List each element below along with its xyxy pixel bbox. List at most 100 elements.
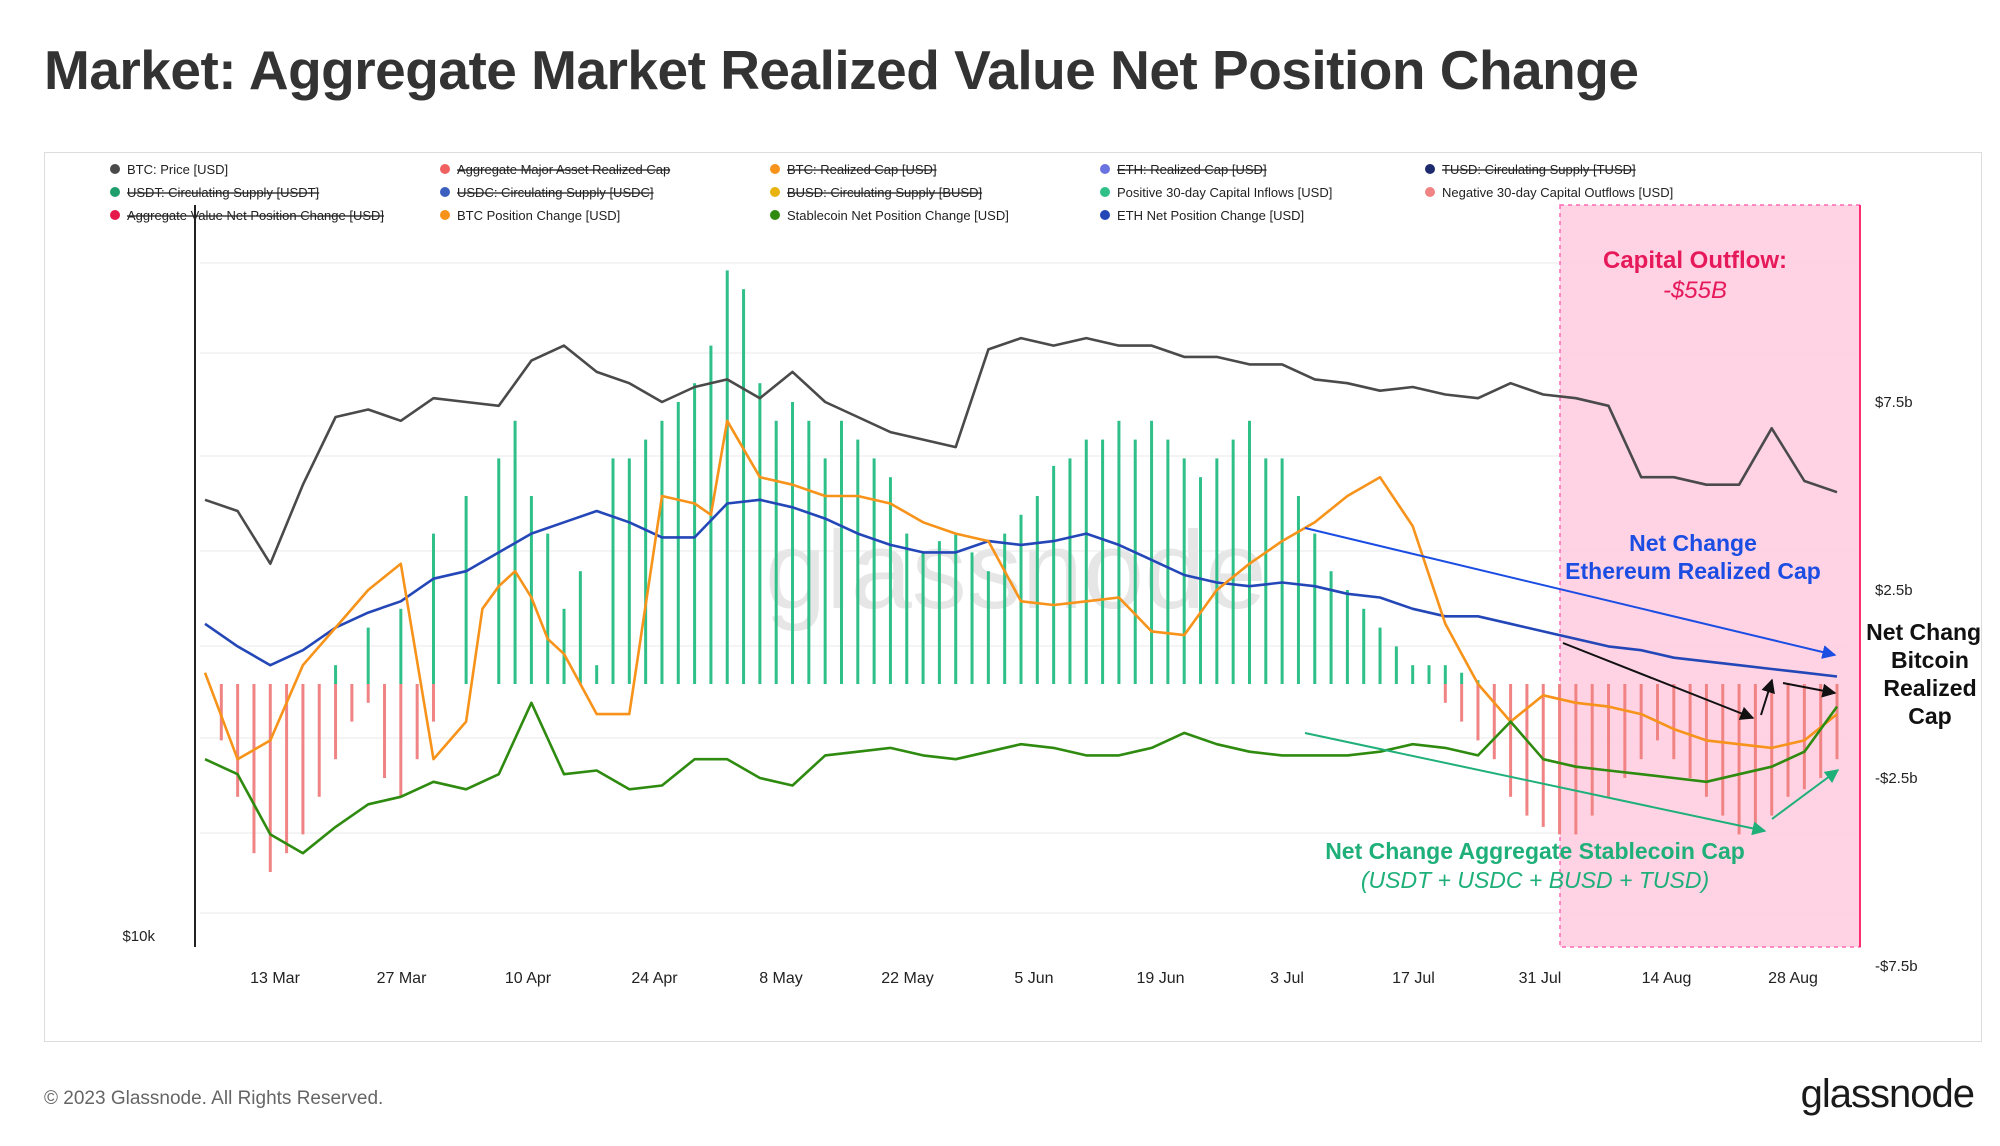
legend-label: Negative 30-day Capital Outflows [USD] [1442,185,1673,200]
outflow-bar [1509,684,1513,797]
outflow-bar [1786,684,1790,797]
axes-group: $10k $7.5b $2.5b -$2.5b -$7.5b 13 Mar 27 Mar 10… [122,205,1918,987]
inflow-bar [1394,646,1398,684]
inflow-bar [742,289,746,684]
outflow-bar [1655,684,1659,741]
outflow-bar [1721,684,1725,816]
outflow-bar [366,684,370,703]
inflow-bar [986,571,990,684]
inflow-bar [1101,439,1105,684]
x-tick-label: 31 Jul [1519,970,1562,987]
eth-net-position-line [204,498,1838,678]
legend-dot [440,187,450,197]
inflow-bar [823,458,827,684]
legend-dot [110,164,120,174]
outflow-bar [1476,684,1480,741]
legend-dot [1100,210,1110,220]
inflow-bar [431,533,435,684]
page-title: Market: Aggregate Market Realized Value … [44,39,1639,101]
inflow-bar [1460,672,1464,684]
legend-label: USDT: Circulating Supply [USDT] [127,185,319,200]
inflow-bar [758,383,762,684]
inflow-bar [807,420,811,684]
inflow-bar [693,383,697,684]
legend-dot [440,164,450,174]
y-right-tick-label: $2.5b [1875,582,1913,599]
inflow-bar [1150,420,1154,684]
inflow-bar [839,420,843,684]
inflow-bar [905,533,909,684]
legend-label: ETH Net Position Change [USD] [1117,208,1304,223]
outflow-bar [1802,684,1806,790]
stablecoin-net-position-line [204,701,1839,855]
inflow-bar [1443,665,1447,684]
inflow-bar [1329,571,1333,684]
legend-dot [110,210,120,220]
inflow-bar [1199,477,1203,684]
y-right-tick-label: $7.5b [1875,394,1913,411]
inflow-bar [611,458,615,684]
outflow-bar [268,684,272,872]
outflow-bar [236,684,240,797]
y-right-tick-label: -$2.5b [1875,770,1918,787]
legend-dot [110,187,120,197]
outflow-bar [252,684,256,854]
brand-logo: glassnode [1800,1072,1975,1116]
x-tick-label: 24 Apr [631,970,678,987]
inflow-bar [1427,665,1431,684]
outflow-bar [1835,684,1839,760]
inflow-bar [1068,458,1072,684]
legend-label: BTC: Realized Cap [USD] [787,162,937,177]
inflow-bar [578,571,582,684]
legend-label: Aggregate Value Net Position Change [USD… [127,208,384,223]
x-tick-label: 8 May [759,970,803,987]
inflow-bar [334,665,338,684]
inflow-bar [1231,439,1235,684]
inflow-bar [1035,496,1039,684]
y-left-label: $10k [122,928,155,945]
inflow-bar [1378,627,1382,684]
outflow-bar [317,684,321,797]
inflow-bar [1411,665,1415,684]
inflow-bar [1133,439,1137,684]
inflow-bar [1313,533,1317,684]
inflow-bar [888,477,892,684]
inflow-bar [954,533,958,684]
outflow-bar [1492,684,1496,760]
inflow-bar [1215,458,1219,684]
legend-label: TUSD: Circulating Supply [TUSD] [1442,162,1636,177]
inflow-bar [1296,496,1300,684]
outflow-bar [1460,684,1464,722]
inflow-bar [562,608,566,684]
inflow-bar [856,439,860,684]
outflow-highlight-rect [1559,204,1861,948]
outflow-bar [1607,684,1611,797]
outflow-title: Capital Outflow: [1603,247,1787,274]
outflow-bar [1737,684,1741,835]
btc-position-line [203,419,1838,761]
legend-label: BUSD: Circulating Supply [BUSD] [787,185,982,200]
legend: BTC: Price [USD] Aggregate Major Asset Re… [110,162,1673,223]
btc-price-line [204,336,1838,566]
x-tick-label: 3 Jul [1270,970,1304,987]
inflow-bar [1182,458,1186,684]
legend-dot [1425,187,1435,197]
legend-dot [770,210,780,220]
outflow-bar [350,684,354,722]
outflow-value: -$55B [1663,277,1727,304]
btc-trend-arrow-1 [1562,642,1755,720]
legend-dot [1100,164,1110,174]
inflow-bar [1264,458,1268,684]
legend-dot [770,164,780,174]
x-tick-label: 14 Aug [1642,970,1692,987]
x-tick-label: 13 Mar [250,970,300,987]
btc-trend-arrow-3 [1782,682,1837,698]
stable-trend-arrow-1 [1304,732,1767,836]
inflow-bar [595,665,599,684]
outflow-bar [1639,684,1643,760]
inflow-bar [644,439,648,684]
legend-dot [1425,164,1435,174]
inflow-bar [1084,439,1088,684]
chart-svg: glassnode BTC: Price [USD] Aggregate Majo… [110,162,1981,987]
inflow-bar [1117,420,1121,684]
